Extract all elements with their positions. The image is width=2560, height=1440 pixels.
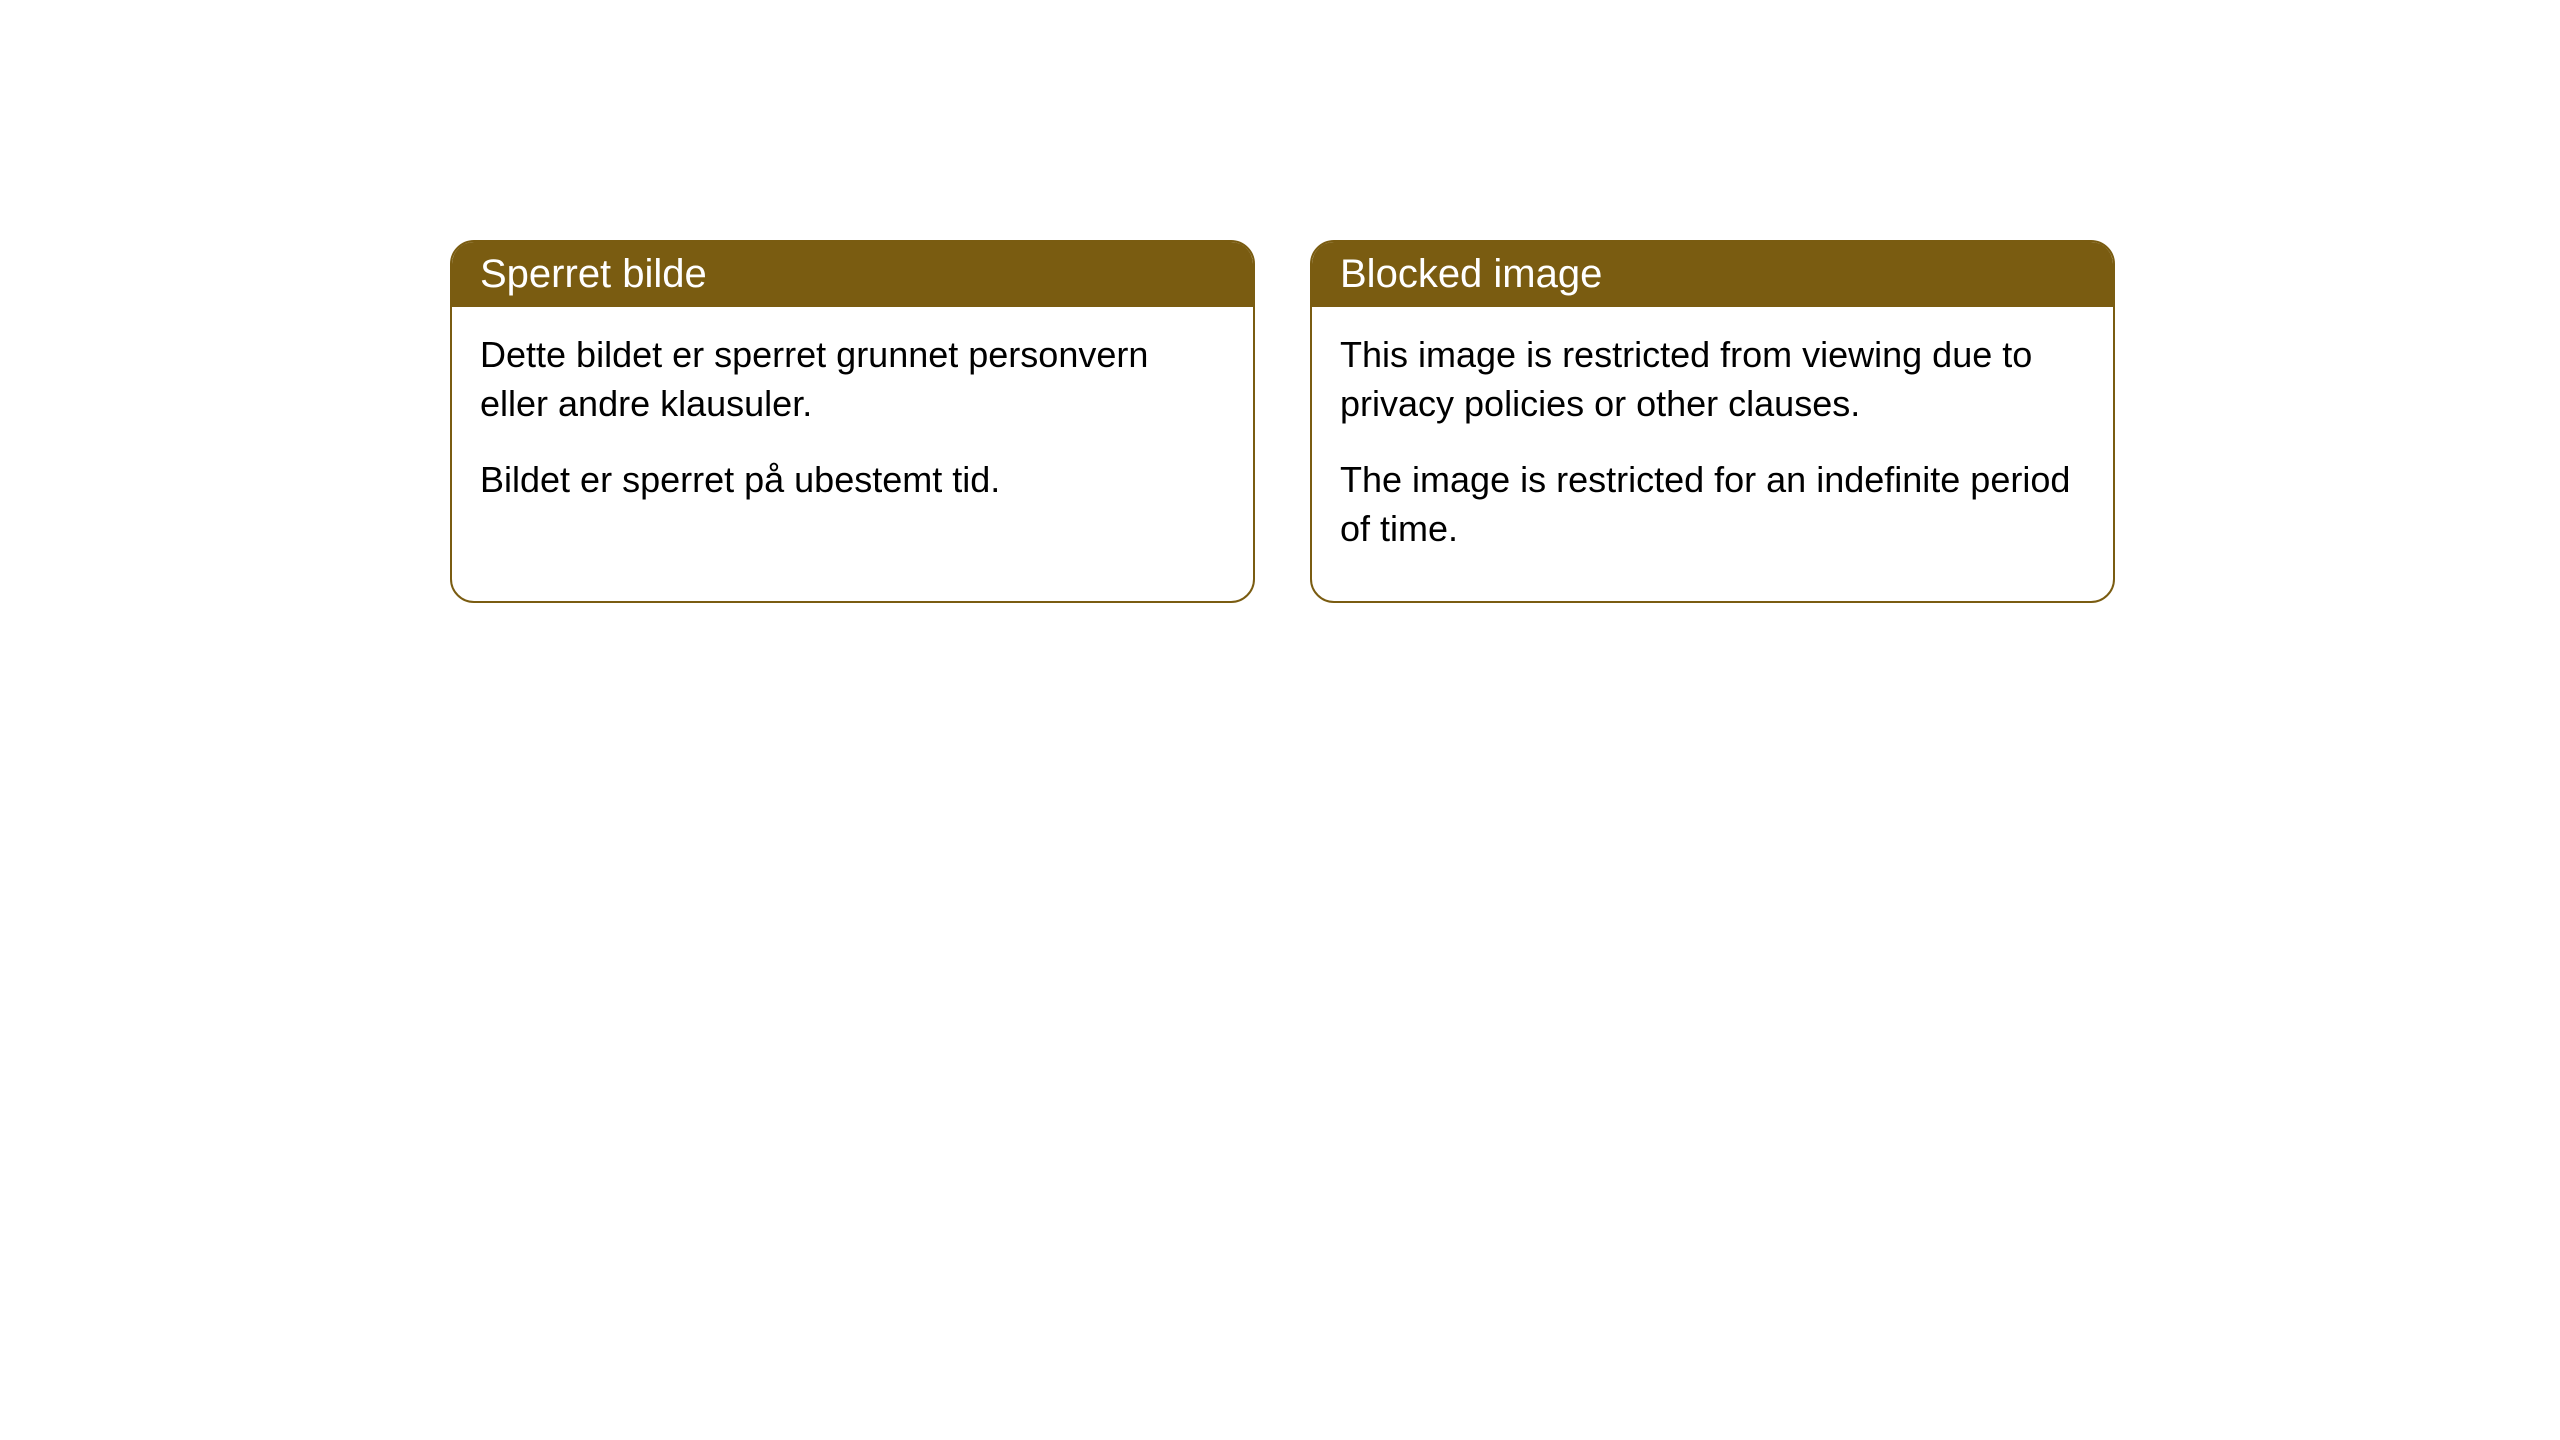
blocked-image-card-no: Sperret bilde Dette bildet er sperret gr…: [450, 240, 1255, 603]
cards-container: Sperret bilde Dette bildet er sperret gr…: [450, 240, 2115, 603]
card-para2-en: The image is restricted for an indefinit…: [1340, 456, 2085, 553]
card-header-no: Sperret bilde: [452, 242, 1253, 307]
card-para1-no: Dette bildet er sperret grunnet personve…: [480, 331, 1225, 428]
blocked-image-card-en: Blocked image This image is restricted f…: [1310, 240, 2115, 603]
card-para2-no: Bildet er sperret på ubestemt tid.: [480, 456, 1225, 505]
card-title-en: Blocked image: [1340, 252, 1602, 296]
card-body-en: This image is restricted from viewing du…: [1312, 307, 2113, 601]
card-title-no: Sperret bilde: [480, 252, 707, 296]
card-para1-en: This image is restricted from viewing du…: [1340, 331, 2085, 428]
card-header-en: Blocked image: [1312, 242, 2113, 307]
card-body-no: Dette bildet er sperret grunnet personve…: [452, 307, 1253, 553]
